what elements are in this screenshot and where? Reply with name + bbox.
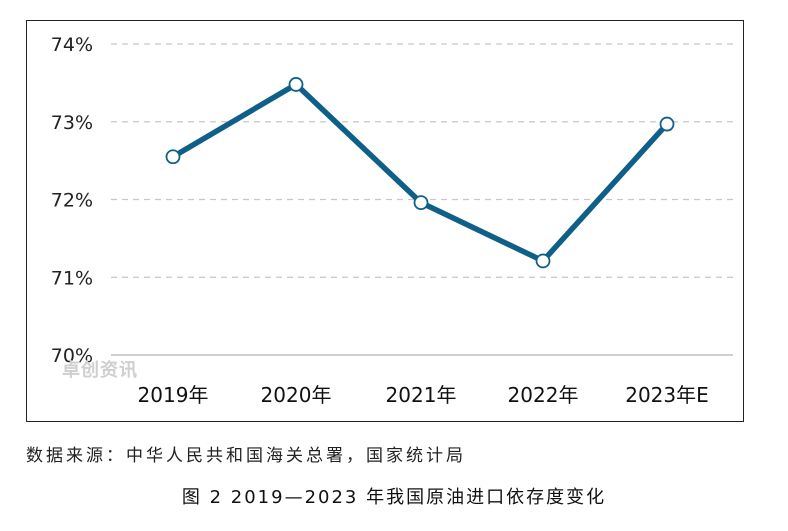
y-tick-label: 73% <box>51 112 93 134</box>
x-tick-label: 2020年 <box>261 383 332 407</box>
data-point <box>288 77 304 92</box>
figure-caption: 图 2 2019—2023 年我国原油进口依存度变化 <box>181 487 607 508</box>
data-point <box>535 253 551 269</box>
watermark-logo: 卓创资讯 <box>62 360 138 381</box>
y-tick-label: 70% <box>51 345 93 367</box>
data-source-note: 数据来源：中华人民共和国海关总署，国家统计局 <box>26 446 466 466</box>
x-tick-label: 2023年E <box>625 383 709 407</box>
data-point <box>413 195 429 211</box>
series-line <box>170 81 670 264</box>
y-tick-label: 74% <box>51 34 93 56</box>
x-tick-label: 2021年 <box>386 383 457 407</box>
data-point <box>165 149 181 165</box>
x-tick-label: 2019年 <box>138 383 209 407</box>
chart-frame: 70% 71% 72% 73% 74% 2019年 2020年 2021年 2022年 2023年… <box>26 20 744 422</box>
x-tick-label: 2022年 <box>508 383 579 407</box>
line-chart: 70% 71% 72% 73% 74% 2019年 2020年 2021年 2022年 2023年… <box>51 34 733 407</box>
y-tick-label: 71% <box>51 267 93 289</box>
y-tick-label: 72% <box>51 190 93 212</box>
data-point <box>659 116 675 132</box>
